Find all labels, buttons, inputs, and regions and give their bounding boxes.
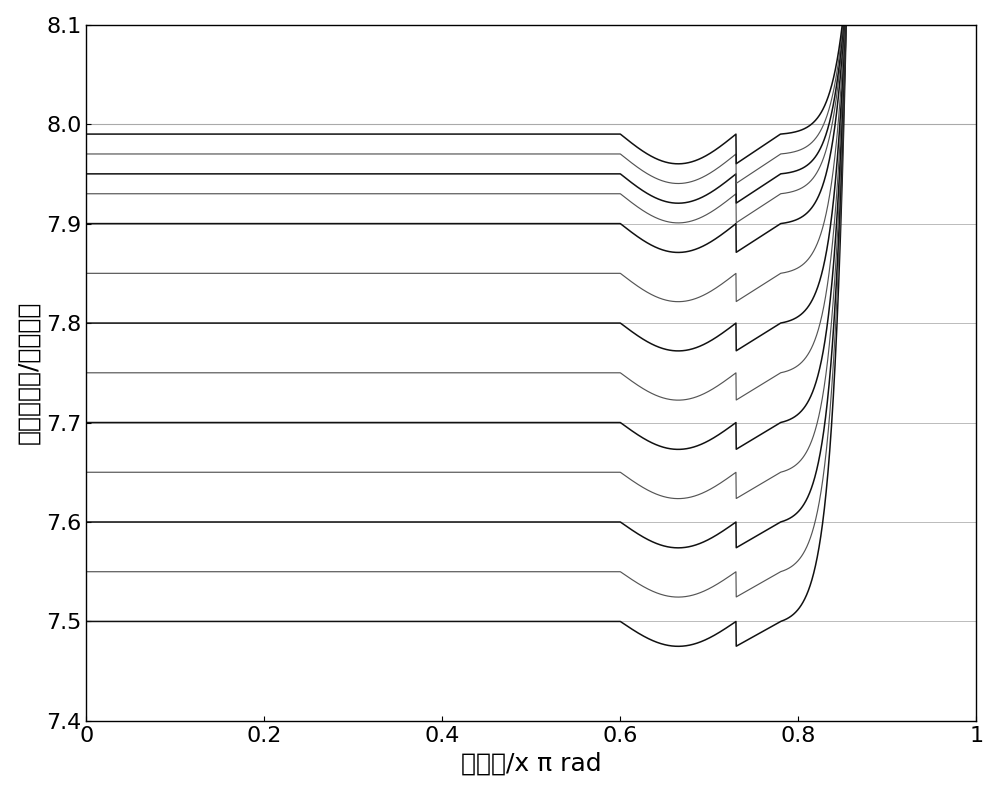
Y-axis label: 群延迟响应/采样间隔: 群延迟响应/采样间隔 <box>17 301 41 444</box>
X-axis label: 角频率/x π rad: 角频率/x π rad <box>461 752 602 775</box>
